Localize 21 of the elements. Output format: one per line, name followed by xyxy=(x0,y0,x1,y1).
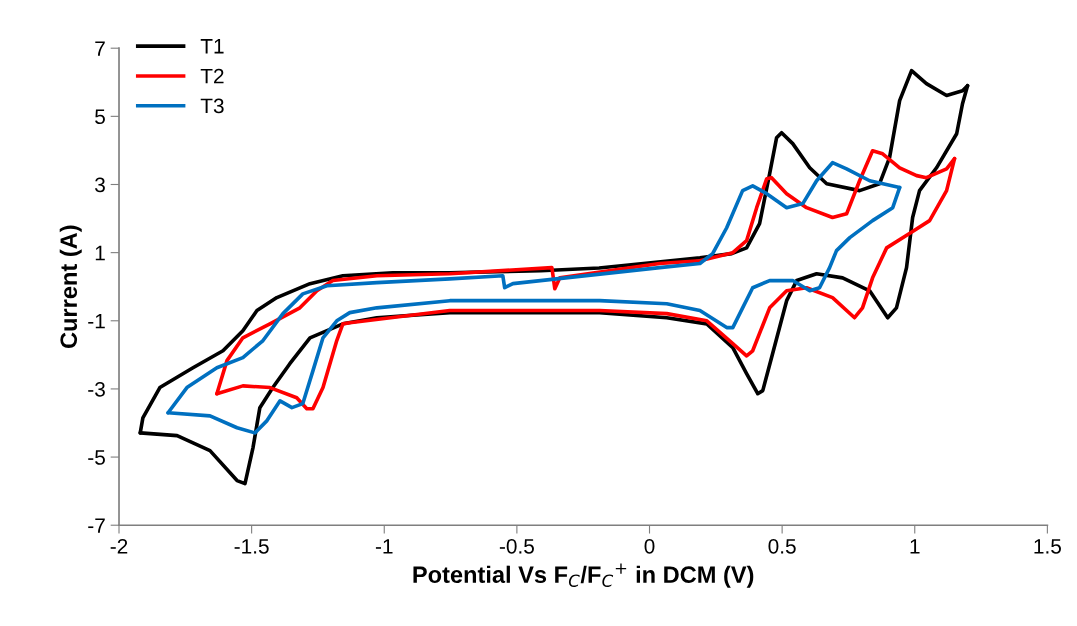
y-tick-label: -3 xyxy=(88,381,105,397)
legend-label: T2 xyxy=(200,68,224,84)
x-tick-label: -1 xyxy=(375,539,393,554)
legend-label: T1 xyxy=(200,39,224,54)
x-tick-label: 1.5 xyxy=(1034,539,1061,554)
x-tick-label: 1 xyxy=(910,539,920,554)
x-tick-label: -0.5 xyxy=(499,538,534,554)
y-tick-label: 1 xyxy=(95,245,105,261)
x-tick-label: -1.5 xyxy=(234,539,269,554)
y-tick-label: -1 xyxy=(88,314,105,329)
x-tick-label: 0 xyxy=(644,538,655,554)
x-tick-label: 0.5 xyxy=(768,538,796,554)
y-tick-label: 3 xyxy=(95,177,105,193)
y-tick-label: -5 xyxy=(88,450,105,465)
x-axis-title: Potential Vs F$_{C}$/F$_{C}$$^{+}$ in DCM (V) xyxy=(413,563,754,588)
y-tick-label: 7 xyxy=(95,41,105,56)
y-tick-label: -7 xyxy=(88,518,105,533)
x-tick-label: -2 xyxy=(110,538,128,554)
y-axis-title: Current (A) xyxy=(59,225,82,349)
y-tick-label: 5 xyxy=(95,109,105,125)
legend-label: T3 xyxy=(200,98,224,114)
